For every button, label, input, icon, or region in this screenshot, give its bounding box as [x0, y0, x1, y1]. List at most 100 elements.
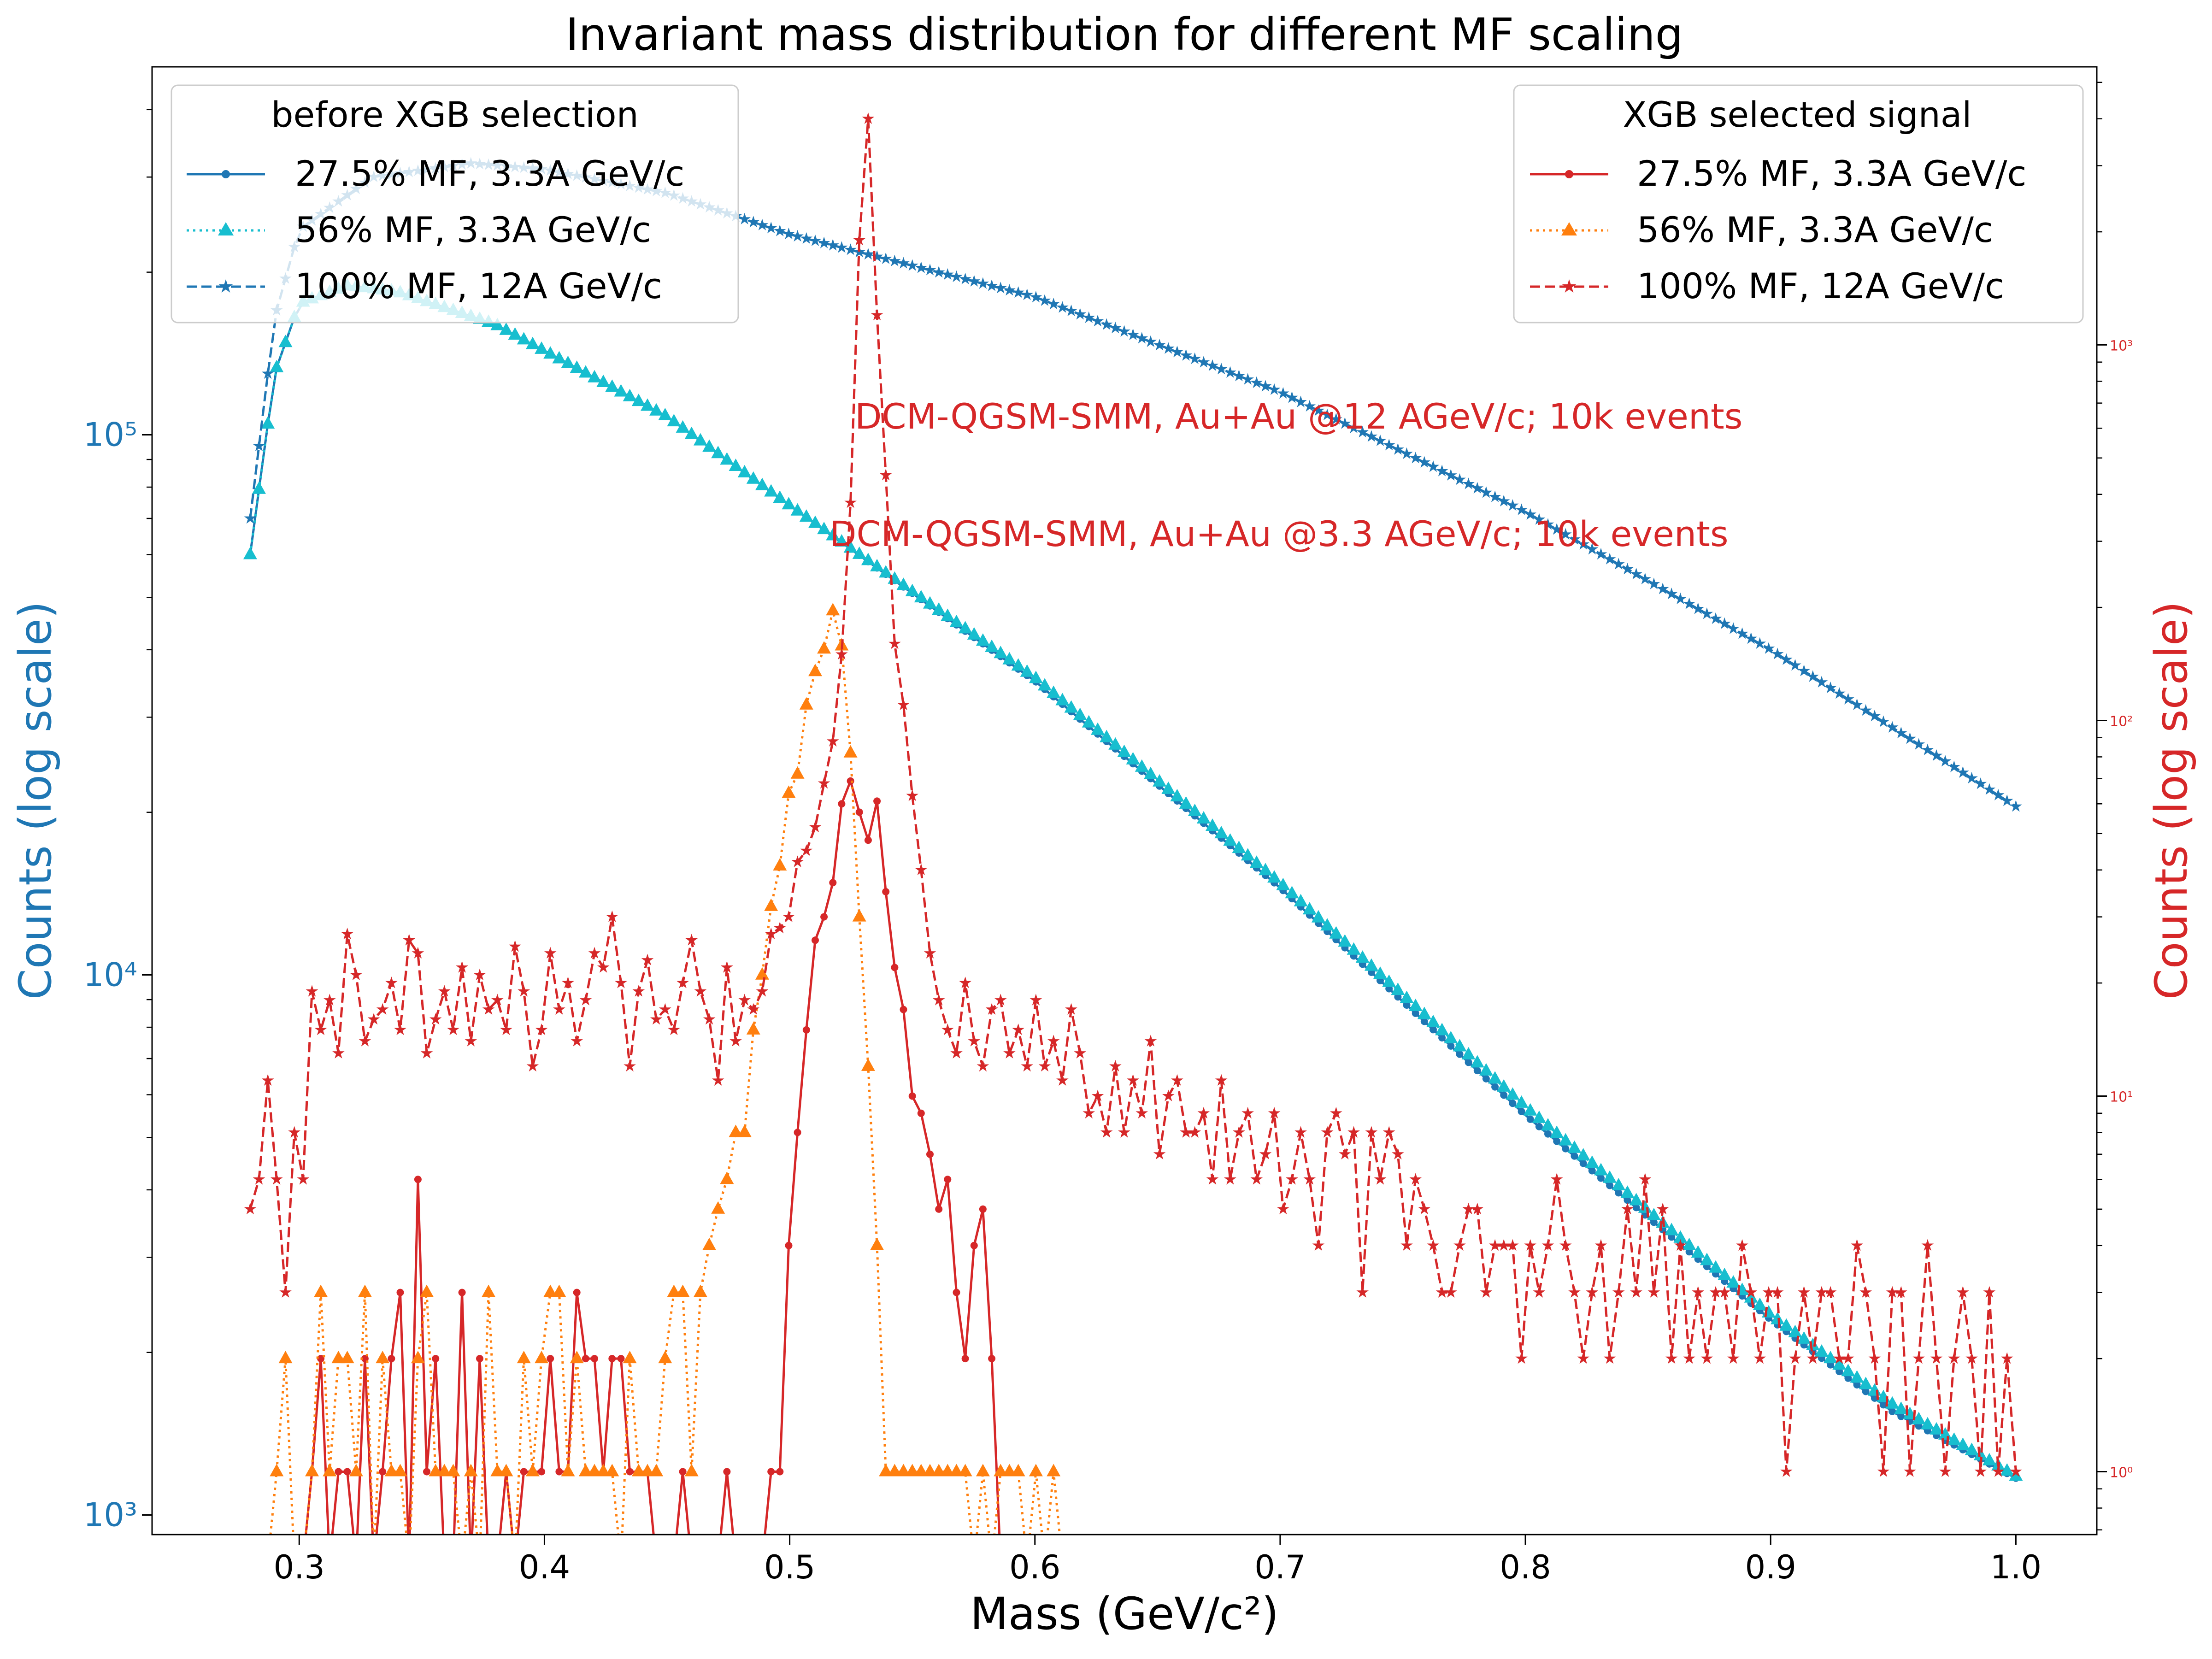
data-point	[737, 465, 752, 477]
data-point	[838, 800, 846, 808]
data-point	[808, 664, 822, 677]
legend-title: XGB selected signal	[1623, 94, 1971, 135]
data-point	[1576, 1148, 1590, 1161]
data-point	[826, 603, 840, 616]
data-point	[879, 1464, 893, 1477]
data-point	[1788, 1324, 1802, 1337]
data-point	[649, 1464, 664, 1477]
data-point	[1117, 744, 1131, 757]
data-point	[582, 1355, 589, 1363]
data-point	[782, 785, 796, 798]
data-point	[555, 1468, 563, 1476]
data-point	[1709, 1260, 1723, 1273]
data-point	[499, 1464, 513, 1477]
data-point	[1135, 759, 1149, 772]
data-point	[1753, 1297, 1767, 1310]
data-point	[888, 1464, 902, 1477]
data-point	[361, 1355, 369, 1363]
data-point	[1488, 1071, 1502, 1084]
data-point	[278, 1351, 293, 1364]
data-point	[335, 1468, 342, 1476]
data-point	[1620, 1185, 1635, 1198]
data-point	[1500, 1091, 1508, 1099]
data-point	[861, 553, 875, 565]
data-point	[1594, 1163, 1608, 1176]
data-point	[605, 1464, 619, 1477]
data-point	[649, 403, 664, 416]
data-point	[1779, 1318, 1794, 1331]
data-point	[535, 341, 549, 354]
data-point	[958, 1464, 972, 1477]
data-point	[1223, 833, 1237, 846]
plot-frame	[151, 66, 2098, 1535]
data-point	[755, 967, 769, 980]
data-point	[1382, 974, 1396, 987]
data-point	[693, 433, 707, 446]
data-point	[693, 1284, 707, 1297]
data-point	[1143, 766, 1158, 779]
data-point	[626, 1468, 634, 1476]
data-point	[535, 1351, 549, 1364]
data-point	[1518, 1107, 1525, 1115]
data-point	[861, 1058, 875, 1071]
data-point	[949, 615, 964, 627]
data-point	[864, 836, 872, 844]
data-point	[1179, 796, 1193, 809]
data-point	[729, 1124, 743, 1137]
data-point	[1567, 1140, 1582, 1153]
data-point	[720, 452, 734, 465]
legend-label: 27.5% MF, 3.3A GeV/c	[295, 153, 684, 194]
data-point	[970, 1241, 978, 1249]
data-point	[1020, 664, 1034, 677]
data-point	[1885, 1396, 1900, 1409]
data-point	[1188, 804, 1202, 816]
data-point	[314, 1284, 328, 1297]
data-point	[588, 370, 601, 382]
data-point	[941, 608, 955, 621]
data-point	[949, 1464, 964, 1477]
data-point	[588, 1464, 601, 1477]
data-point	[384, 1464, 399, 1477]
data-point	[720, 1171, 734, 1184]
data-point	[817, 522, 831, 535]
data-point	[926, 1150, 934, 1158]
legend-triangle-marker	[218, 222, 234, 235]
data-point	[852, 909, 866, 922]
data-point	[676, 420, 690, 433]
data-point	[561, 355, 575, 368]
data-point	[702, 439, 717, 452]
data-point	[641, 1464, 654, 1477]
data-point	[1571, 1152, 1578, 1160]
data-point	[914, 1464, 928, 1477]
data-point	[1632, 1204, 1640, 1212]
data-point	[711, 446, 725, 459]
data-point	[1523, 1103, 1537, 1116]
data-point	[1888, 1407, 1896, 1415]
data-point	[2009, 1468, 2023, 1481]
data-point	[1615, 1189, 1623, 1197]
data-point	[1691, 1245, 1705, 1258]
data-point	[420, 1284, 434, 1297]
data-point	[879, 565, 893, 578]
data-point	[1403, 1001, 1411, 1009]
data-point	[1606, 1182, 1614, 1189]
data-point	[393, 1464, 407, 1477]
data-point	[785, 1241, 793, 1249]
data-point	[641, 398, 654, 411]
annotation-3-3agev: DCM-QGSM-SMM, Au+Au @3.3 AGeV/c; 10k eve…	[830, 513, 1729, 554]
data-point	[1579, 1159, 1587, 1167]
data-point	[961, 1355, 969, 1363]
data-point	[1559, 1133, 1573, 1146]
legend-triangle-marker	[1561, 222, 1577, 235]
data-point	[508, 327, 522, 340]
data-point	[1400, 990, 1414, 1003]
data-point	[1700, 1253, 1714, 1265]
data-point	[676, 1284, 690, 1297]
data-point	[1850, 1370, 1864, 1383]
data-point	[1047, 1464, 1061, 1477]
data-point	[1011, 1464, 1025, 1477]
data-point	[1956, 1437, 1970, 1450]
data-point	[323, 1464, 337, 1477]
data-point	[476, 1355, 483, 1363]
